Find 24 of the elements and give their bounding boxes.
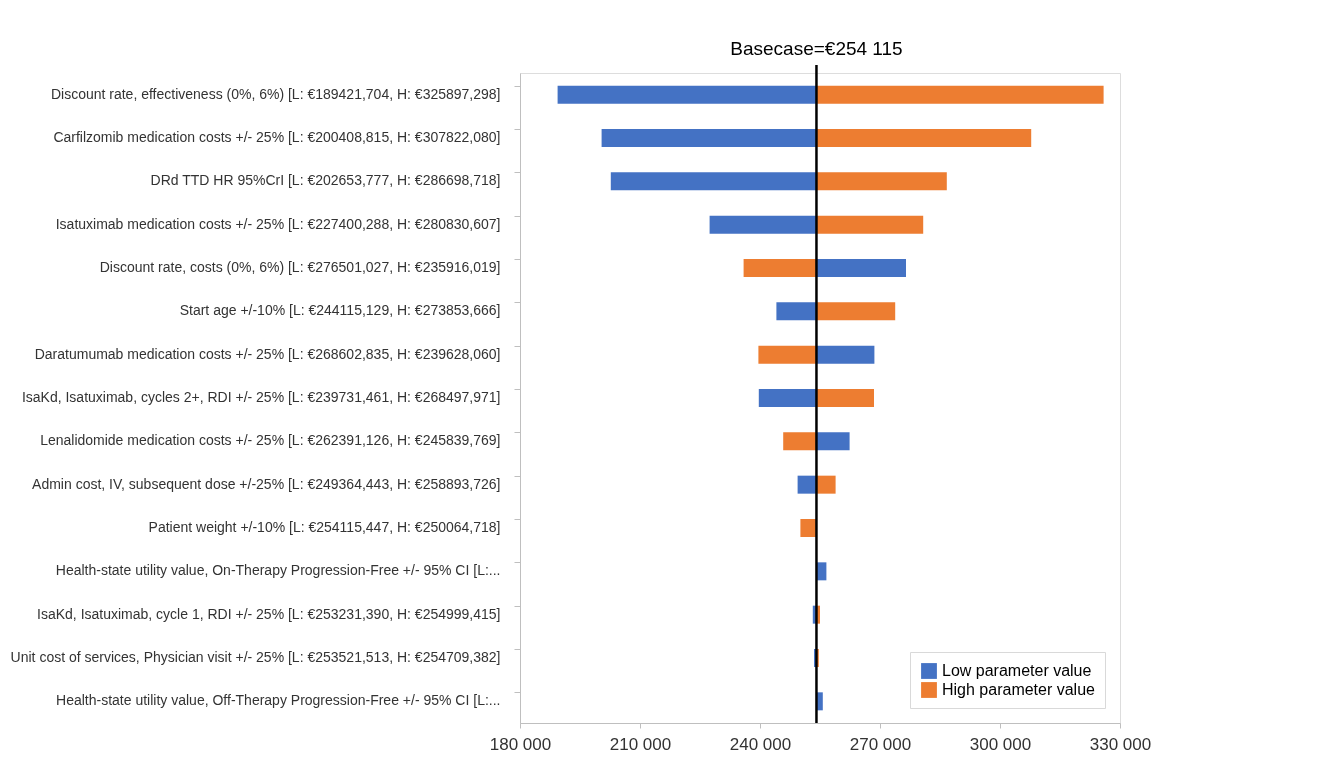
y-tick-label: Carfilzomib medication costs +/- 25% [L: €200408,815, H: €307822,080] bbox=[53, 129, 501, 145]
y-tick-label: DRd TTD HR 95%CrI [L: €202653,777, H: €286698,718] bbox=[150, 172, 501, 189]
y-tick-label: IsaKd, Isatuximab, cycle 1, RDI +/- 25% [L: €253231,390, H: €254999,415] bbox=[37, 605, 501, 622]
x-tick-label: 270 000 bbox=[849, 734, 912, 754]
y-tick-label: Start age +/-10% [L: €244115,129, H: €273853,666] bbox=[179, 302, 501, 319]
x-tick-label: 300 000 bbox=[969, 734, 1032, 754]
y-tick-label: Lenalidomide medication costs +/- 25% [L: €262391,126, H: €245839,769] bbox=[40, 432, 501, 449]
y-tick-label: Health-state utility value, On-Therapy Progression-Free +/- 95% CI [L:... bbox=[55, 562, 501, 579]
y-tick-label: Discount rate, costs (0%, 6%) [L: €276501,027, H: €235916,019] bbox=[99, 259, 501, 275]
y-tick-label: IsaKd, Isatuximab, cycles 2+, RDI +/- 25% [L: €239731,461, H: €268497,971] bbox=[21, 389, 501, 405]
legend-label: Low parameter value bbox=[942, 662, 1092, 679]
y-tick-label: Health-state utility value, Off-Therapy Progression-Free +/- 95% CI [L:... bbox=[56, 692, 501, 709]
y-tick-label: Patient weight +/-10% [L: €254115,447, H: €250064,718] bbox=[148, 519, 501, 535]
legend-label: High parameter value bbox=[942, 681, 1096, 698]
ref-line-label: Basecase=€254 115 bbox=[730, 38, 903, 59]
x-tick-label: 330 000 bbox=[1089, 734, 1152, 754]
y-tick-label: Unit cost of services, Physician visit +/- 25% [L: €253521,513, H: €254709,382] bbox=[10, 649, 501, 665]
y-tick-label: Isatuximab medication costs +/- 25% [L: €227400,288, H: €280830,607] bbox=[55, 215, 501, 232]
x-tick-label: 240 000 bbox=[729, 734, 792, 754]
y-tick-label: Daratumumab medication costs +/- 25% [L: €268602,835, H: €239628,060] bbox=[34, 345, 501, 362]
x-tick-label: 210 000 bbox=[609, 734, 672, 754]
x-tick-label: 180 000 bbox=[489, 734, 552, 754]
y-tick-label: Admin cost, IV, subsequent dose +/-25% [L: €249364,443, H: €258893,726] bbox=[32, 475, 501, 492]
y-tick-label: Discount rate, effectiveness (0%, 6%) [L: €189421,704, H: €325897,298] bbox=[50, 85, 501, 102]
